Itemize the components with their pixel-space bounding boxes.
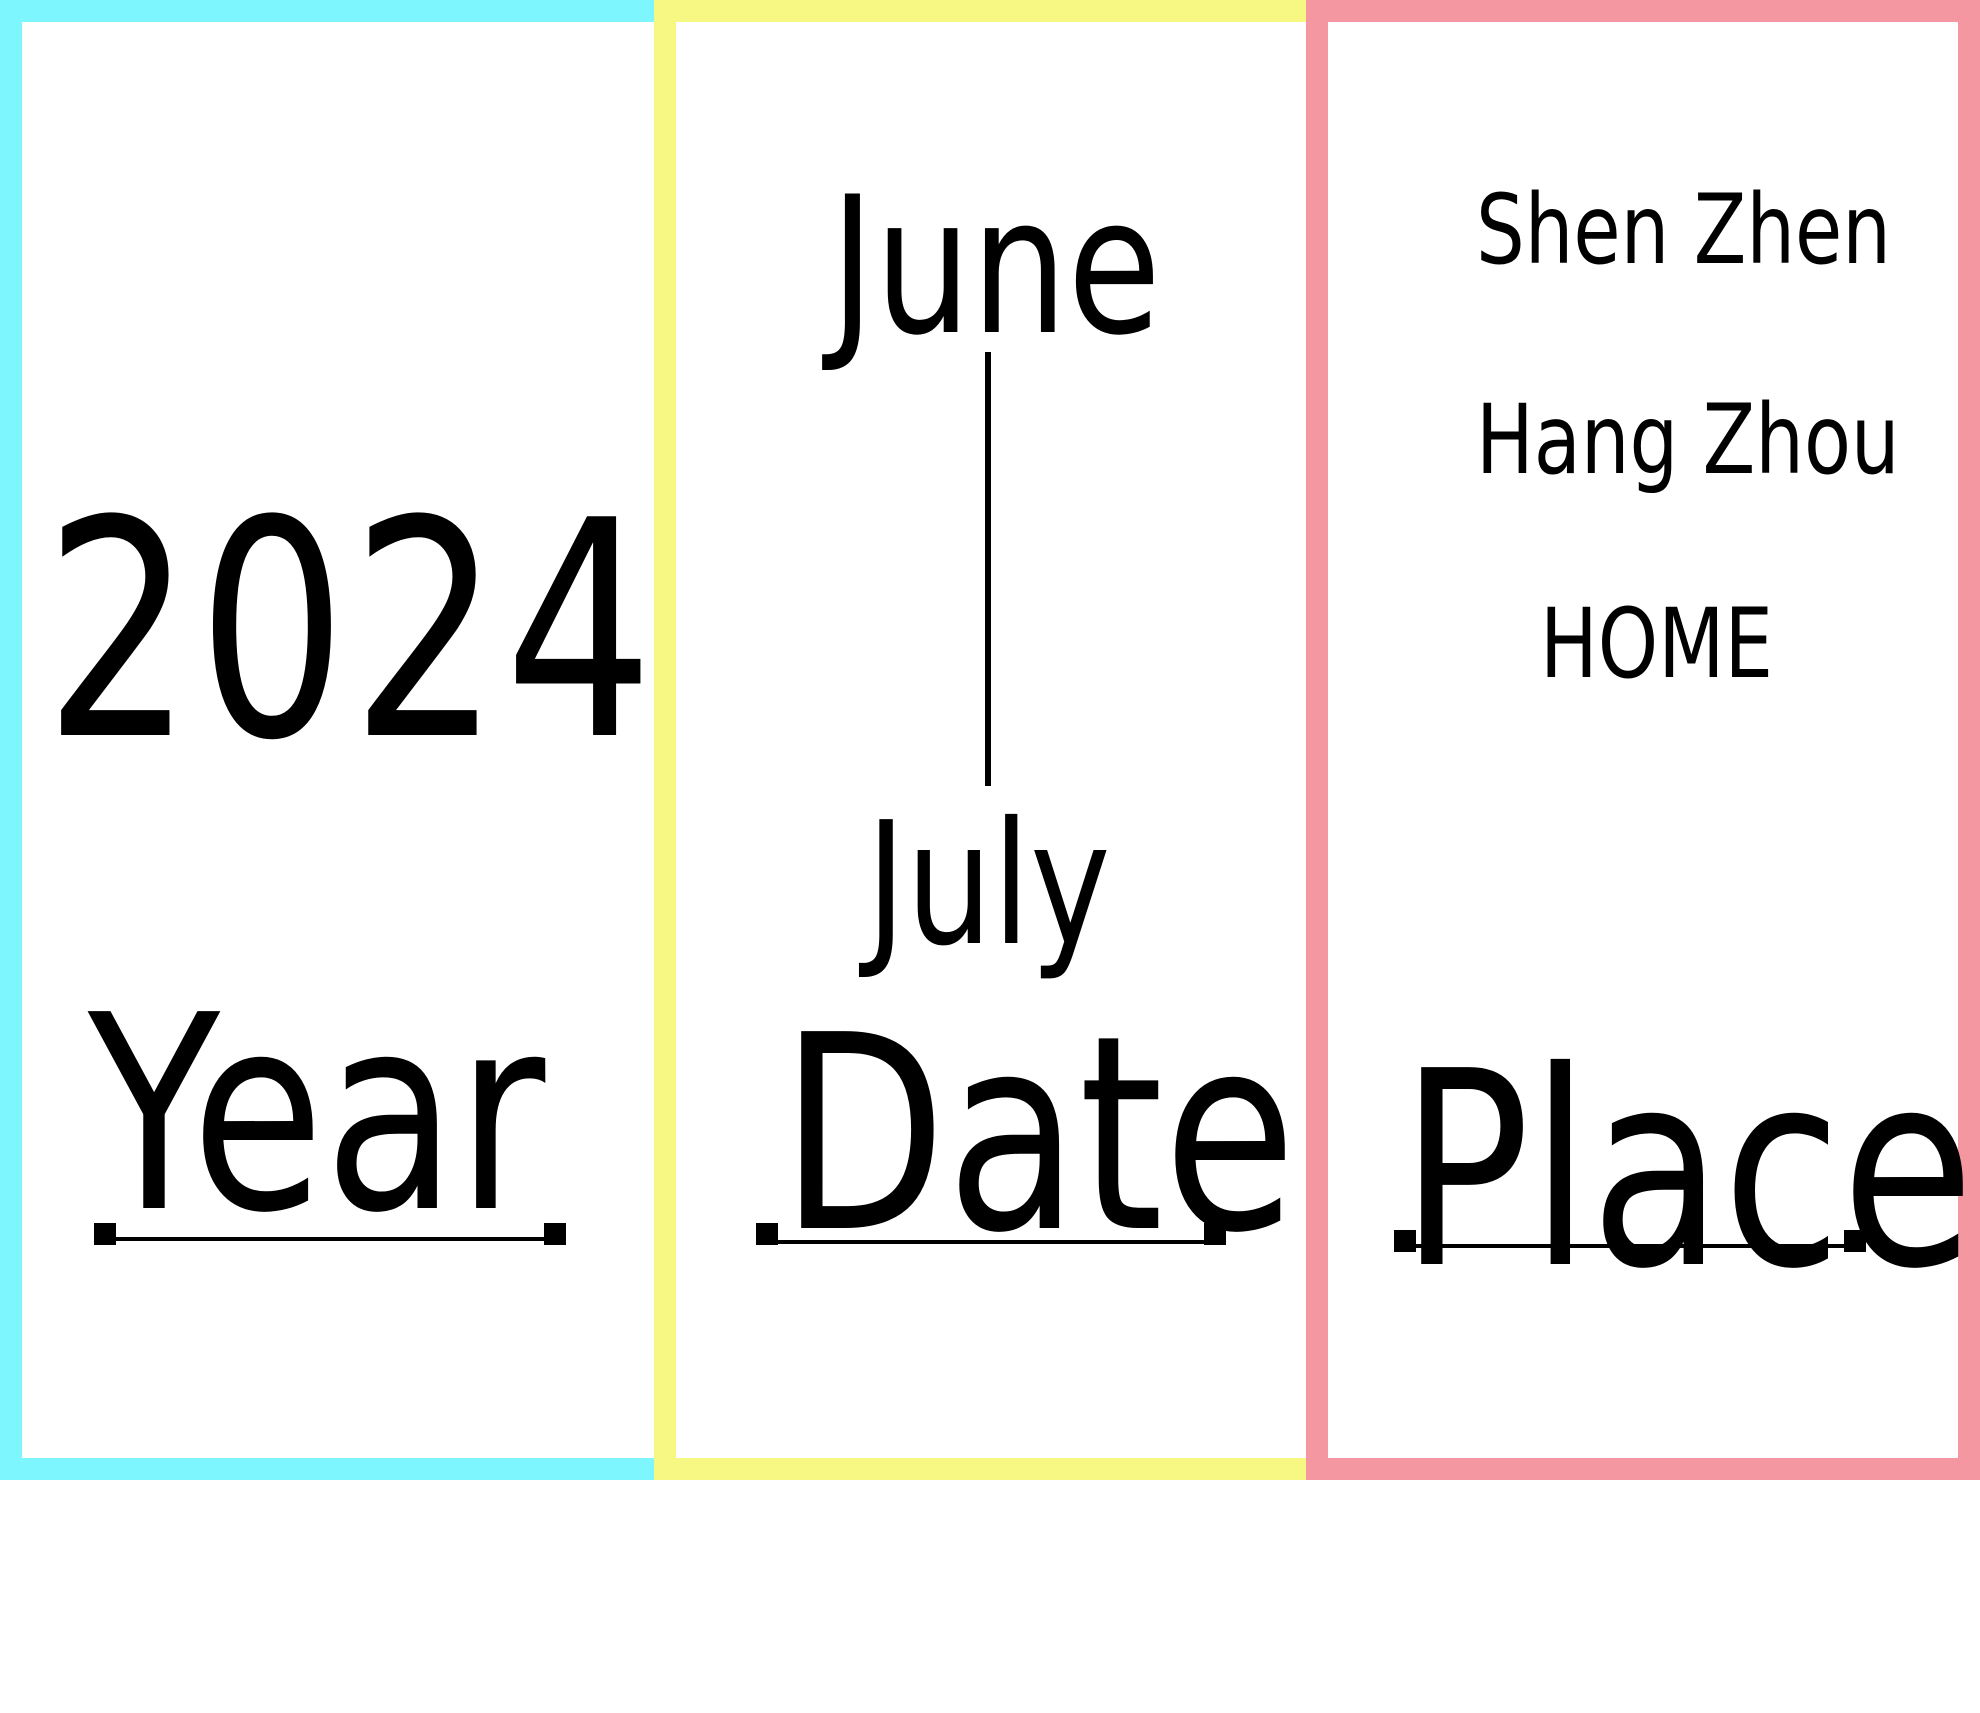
year-dot-right (544, 1223, 566, 1245)
place-item-home: HOME (1540, 588, 1773, 700)
year-label: Year (88, 957, 546, 1272)
year-underline (94, 1237, 544, 1241)
place-panel (1306, 0, 1980, 1480)
place-dot-left (1394, 1230, 1416, 1252)
month-end: July (866, 786, 1111, 984)
date-dot-left (756, 1223, 778, 1245)
month-start: June (830, 156, 1162, 377)
place-label: Place (1400, 1013, 1975, 1328)
year-number: 2024 (44, 457, 659, 806)
place-item-hang-zhou: Hang Zhou (1476, 384, 1900, 496)
place-underline (1394, 1244, 1864, 1248)
place-dot-right (1844, 1230, 1866, 1252)
year-dot-left (94, 1223, 116, 1245)
place-item-shen-zhen: Shen Zhen (1476, 174, 1891, 286)
date-dot-right (1204, 1223, 1226, 1245)
month-connector-line (985, 352, 991, 786)
date-underline (756, 1240, 1206, 1244)
